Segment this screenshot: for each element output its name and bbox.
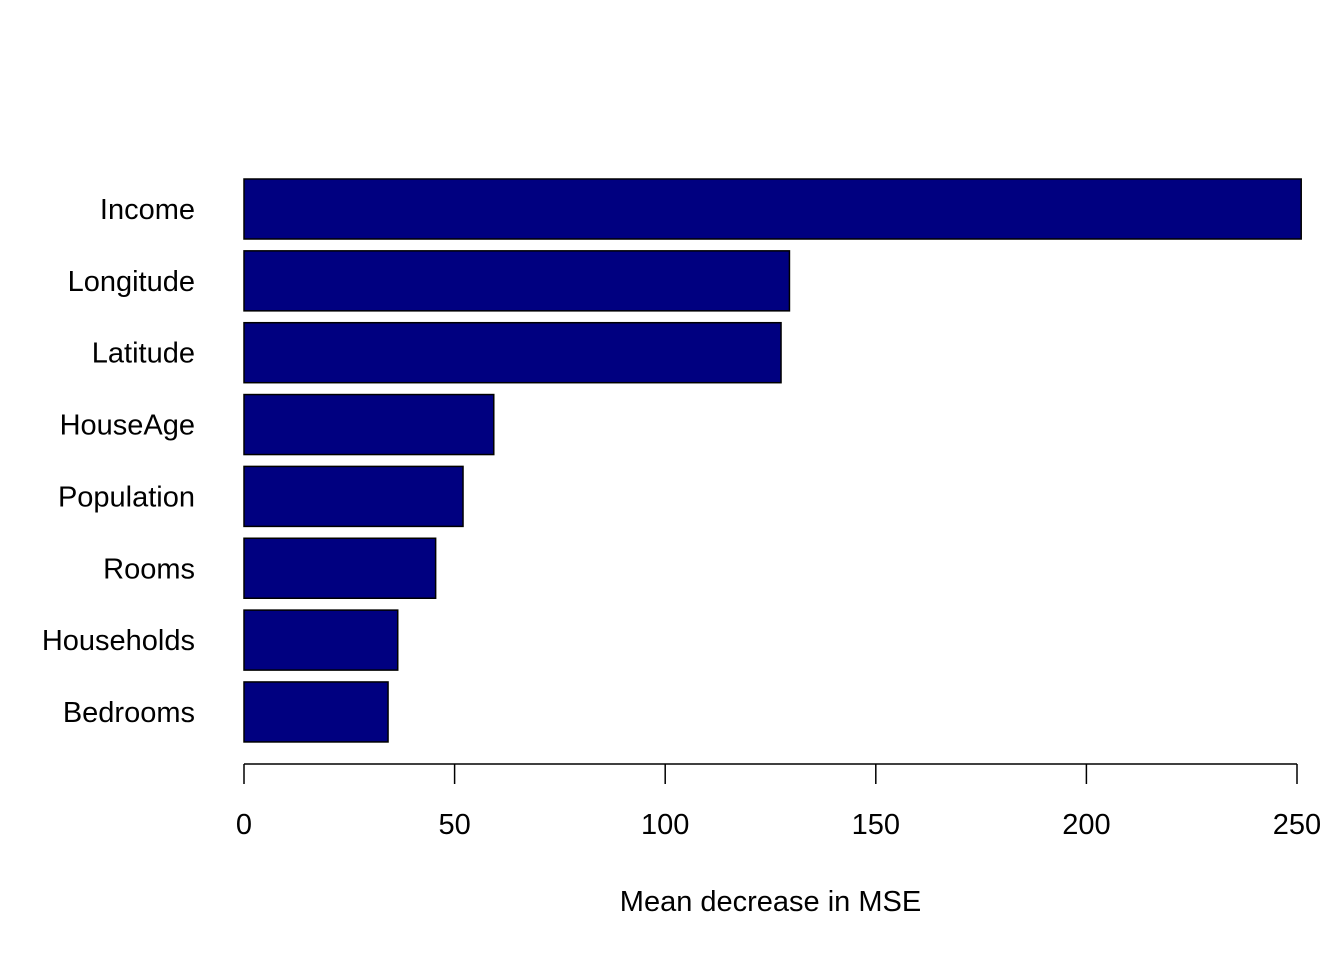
x-axis: 0 50 100 150 200 250 (236, 763, 1321, 841)
x-tick-label-0: 0 (236, 809, 252, 841)
x-tick-label-100: 100 (641, 809, 689, 841)
bar-rooms (243, 537, 437, 599)
category-label-latitude: Latitude (92, 338, 195, 370)
category-label-houseage: HouseAge (60, 410, 195, 442)
bar-houseage (243, 393, 495, 456)
category-label-bedrooms: Bedrooms (63, 697, 195, 729)
category-label-income: Income (100, 194, 195, 226)
category-label-longitude: Longitude (68, 266, 195, 298)
bar-bedrooms (243, 681, 389, 743)
category-label-households: Households (42, 625, 195, 657)
x-tick-label-200: 200 (1062, 809, 1110, 841)
bar-households (243, 609, 399, 671)
x-tick-label-50: 50 (438, 809, 470, 841)
category-labels: Income Longitude Latitude HouseAge Populatio… (42, 194, 195, 729)
bar-latitude (243, 321, 782, 384)
bar-income (243, 178, 1302, 240)
x-axis-title: Mean decrease in MSE (620, 886, 921, 918)
category-label-population: Population (58, 481, 195, 513)
x-tick-label-250: 250 (1273, 809, 1321, 841)
bar-longitude (243, 250, 791, 312)
bars-group (243, 178, 1302, 743)
bar-population (243, 465, 464, 528)
category-label-rooms: Rooms (103, 553, 195, 585)
x-tick-label-150: 150 (852, 809, 900, 841)
